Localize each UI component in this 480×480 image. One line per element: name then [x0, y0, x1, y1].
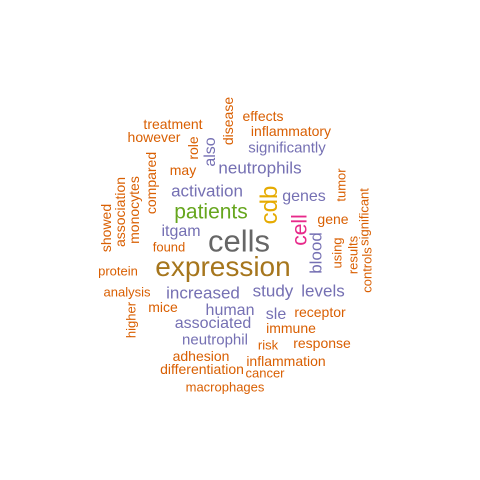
word-macrophages: macrophages	[185, 379, 265, 395]
word-higher: higher	[123, 301, 139, 339]
word-found: found	[152, 239, 186, 255]
word-patients: patients	[174, 200, 248, 224]
word-increased: increased	[166, 283, 240, 303]
word-inflammation: inflammation	[246, 353, 326, 369]
word-compared: compared	[143, 151, 159, 215]
word-controls: controls	[359, 247, 375, 293]
word-sle: sle	[265, 306, 287, 323]
word-human: human	[205, 302, 255, 319]
word-genes: genes	[282, 188, 326, 205]
word-blood: blood	[306, 232, 326, 274]
word-receptor: receptor	[294, 304, 346, 320]
word-however: however	[127, 129, 181, 145]
word-association: association	[112, 176, 128, 248]
word-inflammatory: inflammatory	[250, 123, 332, 139]
word-neutrophil: neutrophil	[182, 331, 248, 349]
word-cells: cells	[207, 223, 271, 259]
word-response: response	[293, 335, 351, 351]
word-immune: immune	[266, 320, 316, 336]
word-analysis: analysis	[103, 284, 151, 300]
word-levels: levels	[301, 281, 345, 301]
word-protein: protein	[98, 263, 138, 279]
word-expression: expression	[155, 251, 291, 282]
word-adhesion: adhesion	[172, 348, 230, 364]
word-activation: activation	[171, 181, 243, 201]
word-neutrophils: neutrophils	[218, 158, 302, 178]
word-study: study	[252, 281, 294, 301]
word-role: role	[185, 136, 201, 160]
word-treatment: treatment	[143, 116, 203, 132]
word-gene: gene	[317, 211, 349, 227]
word-mice: mice	[148, 299, 178, 315]
word-results: results	[345, 235, 361, 275]
word-effects: effects	[242, 108, 284, 124]
word-may: may	[169, 162, 197, 178]
word-using: using	[329, 237, 345, 269]
word-monocytes: monocytes	[126, 176, 142, 244]
word-disease: disease	[220, 96, 236, 146]
word-cdb: cdb	[256, 185, 283, 225]
word-associated: associated	[174, 315, 252, 332]
word-cancer: cancer	[245, 365, 285, 381]
word-also: also	[202, 137, 219, 167]
word-tumor: tumor	[333, 168, 349, 202]
word-showed: showed	[98, 203, 114, 253]
word-risk: risk	[257, 337, 279, 353]
word-significantly: significantly	[248, 139, 326, 157]
word-differentiation: differentiation	[160, 361, 244, 377]
word-itgam: itgam	[161, 223, 201, 240]
